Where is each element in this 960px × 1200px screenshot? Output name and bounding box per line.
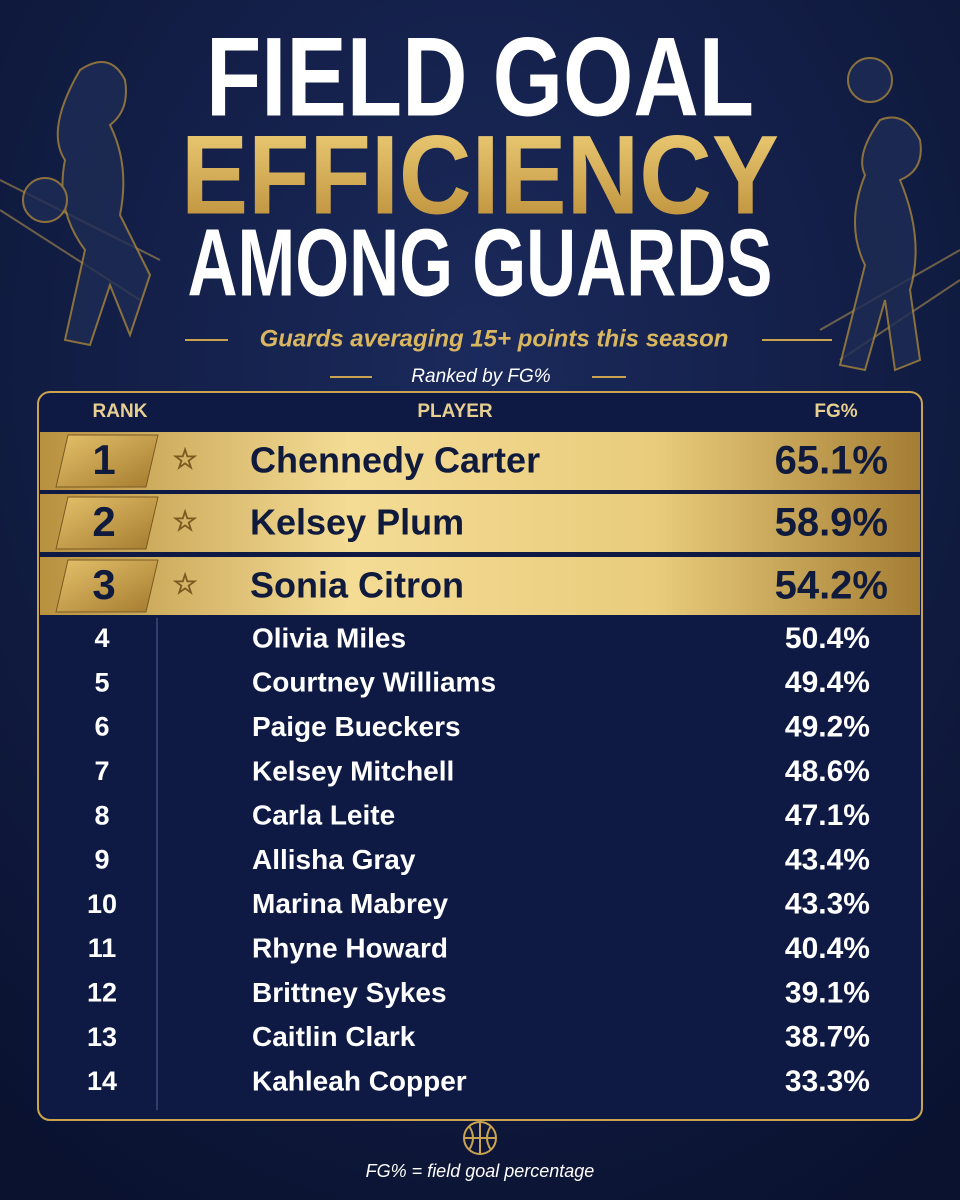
rank: 1 bbox=[92, 436, 115, 483]
rank: 5 bbox=[94, 667, 109, 697]
rank: 14 bbox=[87, 1066, 117, 1096]
fg-percent: 38.7% bbox=[785, 1021, 870, 1054]
player-name: Carla Leite bbox=[252, 800, 395, 831]
title-line: FIELD GOAL bbox=[206, 15, 754, 140]
column-header: PLAYER bbox=[417, 401, 493, 422]
player-name: Sonia Citron bbox=[250, 565, 464, 606]
footnote: FG% = field goal percentage bbox=[366, 1161, 595, 1181]
player-name: Kahleah Copper bbox=[252, 1065, 467, 1096]
fg-percent: 50.4% bbox=[785, 622, 870, 655]
player-name: Courtney Williams bbox=[252, 667, 496, 698]
column-header: RANK bbox=[93, 401, 148, 422]
subtitle: Guards averaging 15+ points this season bbox=[260, 325, 729, 352]
star: ☆ bbox=[172, 568, 197, 599]
fg-percent: 33.3% bbox=[785, 1065, 870, 1098]
fg-percent: 65.1% bbox=[775, 439, 888, 483]
ranked-by: Ranked by FG% bbox=[411, 366, 550, 387]
rank: 2 bbox=[92, 498, 115, 545]
column-header: FG% bbox=[814, 401, 857, 422]
star: ☆ bbox=[172, 443, 197, 474]
fg-percent: 43.4% bbox=[785, 843, 870, 876]
fg-percent: 49.4% bbox=[785, 666, 870, 699]
player-silhouettes bbox=[22, 57, 922, 372]
player-name: Paige Bueckers bbox=[252, 711, 461, 742]
player-name: Caitlin Clark bbox=[252, 1021, 416, 1052]
title-line: AMONG GUARDS bbox=[188, 209, 773, 316]
player-name: Allisha Gray bbox=[252, 844, 416, 875]
rank: 3 bbox=[92, 561, 115, 608]
player-name: Brittney Sykes bbox=[252, 977, 447, 1008]
rank: 6 bbox=[94, 712, 109, 742]
player-name: Chennedy Carter bbox=[250, 440, 540, 481]
player-name: Marina Mabrey bbox=[252, 888, 448, 919]
rank: 11 bbox=[88, 933, 117, 963]
highlight-row bbox=[40, 494, 920, 552]
player-name: Rhyne Howard bbox=[252, 932, 448, 963]
title-line: EFFICIENCY bbox=[181, 113, 779, 238]
fg-percent: 39.1% bbox=[785, 976, 870, 1009]
rank: 7 bbox=[94, 756, 109, 786]
rank: 12 bbox=[87, 978, 117, 1008]
fg-percent: 43.3% bbox=[785, 888, 870, 921]
highlight-row bbox=[40, 557, 920, 615]
rank: 9 bbox=[94, 845, 109, 875]
rank: 4 bbox=[94, 623, 109, 653]
rank-badge bbox=[55, 559, 159, 613]
fg-percent: 48.6% bbox=[785, 755, 870, 788]
fg-percent: 40.4% bbox=[785, 932, 870, 965]
rank: 13 bbox=[87, 1022, 117, 1052]
highlight-row bbox=[40, 432, 920, 490]
table-body: 1 ☆ Chennedy Carter 65.1% 2 ☆ Kelsey Plum 58.9%… bbox=[40, 432, 920, 1098]
fg-percent: 54.2% bbox=[775, 564, 888, 608]
fg-percent: 58.9% bbox=[775, 501, 888, 545]
fg-percent: 49.2% bbox=[785, 711, 870, 744]
subtitle-rules bbox=[185, 339, 832, 378]
rank-badge bbox=[55, 496, 159, 550]
player-name: Kelsey Plum bbox=[250, 502, 464, 543]
star: ☆ bbox=[172, 505, 197, 536]
fg-percent: 47.1% bbox=[785, 799, 870, 832]
player-name: Olivia Miles bbox=[252, 622, 406, 653]
player-name: Kelsey Mitchell bbox=[252, 755, 454, 786]
rank-badge bbox=[55, 434, 159, 488]
ball-icon bbox=[463, 1121, 497, 1155]
rank: 8 bbox=[94, 800, 109, 830]
rank: 10 bbox=[87, 889, 117, 919]
